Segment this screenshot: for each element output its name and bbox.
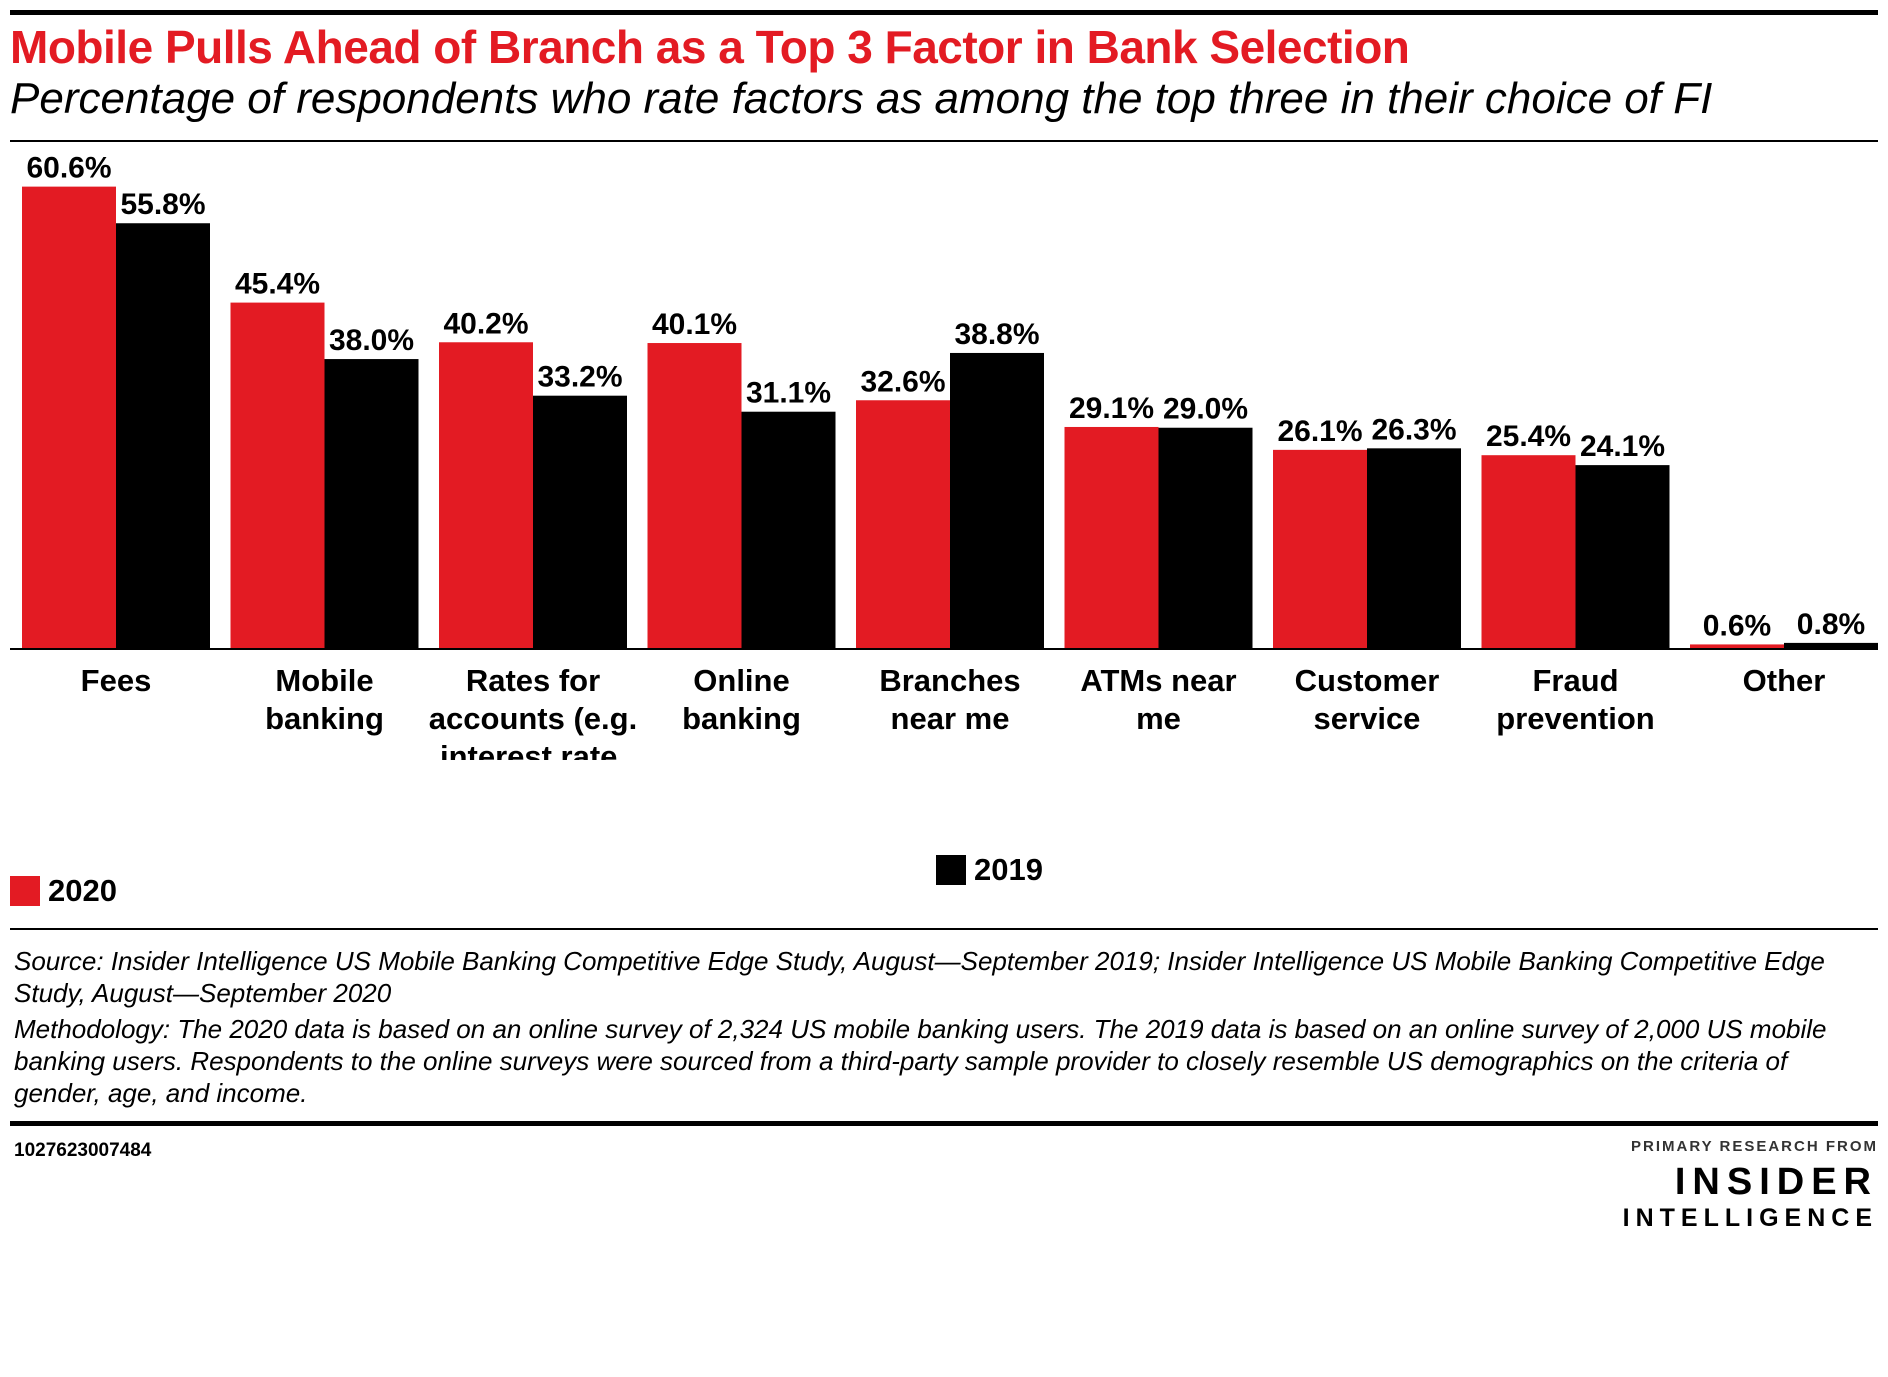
footer-rule [10, 928, 1878, 930]
category-label-5-1: me [1136, 701, 1181, 736]
bar-2020-0 [22, 186, 116, 649]
category-label-7-1: prevention [1496, 701, 1654, 736]
bar-2019-6 [1367, 448, 1461, 649]
bar-2019-8 [1784, 642, 1878, 649]
legend-item-2020: 2020 [10, 873, 117, 909]
data-label-2020-8: 0.6% [1703, 609, 1771, 642]
source-note: Source: Insider Intelligence US Mobile B… [14, 946, 1825, 1008]
bar-2020-5 [1064, 426, 1159, 649]
data-label-2019-6: 26.3% [1371, 413, 1456, 446]
category-label-5-0: ATMs near [1080, 663, 1236, 698]
data-label-2019-7: 24.1% [1580, 430, 1665, 463]
category-label-3-1: banking [682, 701, 801, 736]
bar-2019-7 [1575, 465, 1670, 649]
data-label-2019-1: 38.0% [329, 324, 414, 357]
data-label-2020-0: 60.6% [26, 152, 111, 185]
category-label-3-0: Online [693, 663, 789, 698]
legend-item-2019: 2019 [936, 852, 1043, 888]
bar-2019-2 [533, 395, 627, 649]
category-label-6-0: Customer [1295, 663, 1440, 698]
category-label-7-0: Fraud [1532, 663, 1618, 698]
bar-2020-4 [856, 400, 950, 649]
category-label-6-1: service [1314, 701, 1421, 736]
bar-chart: 60.6%55.8%Fees45.4%38.0%Mobilebanking40.… [10, 152, 1878, 760]
bar-2019-4 [950, 352, 1044, 649]
chart-title: Mobile Pulls Ahead of Branch as a Top 3 … [10, 21, 1410, 73]
brand-name-line2: INTELLIGENCE [1622, 1204, 1878, 1232]
bar-2020-7 [1481, 455, 1576, 649]
category-label-1-0: Mobile [275, 663, 373, 698]
chart-id: 1027623007484 [14, 1140, 152, 1161]
data-label-2020-7: 25.4% [1486, 420, 1571, 453]
data-label-2020-3: 40.1% [652, 308, 737, 341]
category-label-4-1: near me [891, 701, 1010, 736]
legend-swatch-2020 [10, 876, 40, 906]
data-label-2019-4: 38.8% [954, 318, 1039, 351]
legend-label-2019: 2019 [974, 852, 1043, 887]
data-label-2019-8: 0.8% [1797, 608, 1865, 641]
bar-2020-6 [1273, 449, 1367, 649]
category-label-2-1: accounts (e.g. [429, 701, 637, 736]
data-label-2019-0: 55.8% [120, 188, 205, 221]
data-label-2020-1: 45.4% [235, 268, 320, 301]
data-label-2019-2: 33.2% [537, 361, 622, 394]
bottom-rule [10, 1121, 1878, 1126]
legend-label-2020: 2020 [48, 873, 117, 908]
category-label-0-0: Fees [81, 663, 152, 698]
data-label-2019-3: 31.1% [746, 377, 831, 410]
bar-2020-3 [647, 343, 742, 649]
data-label-2020-6: 26.1% [1277, 415, 1362, 448]
header-rule [10, 140, 1878, 142]
brand-logo: PRIMARY RESEARCH FROM INSIDER INTELLIGEN… [1623, 1138, 1878, 1233]
legend-swatch-2019 [936, 855, 966, 885]
category-label-2-0: Rates for [466, 663, 600, 698]
data-label-2020-5: 29.1% [1069, 392, 1154, 425]
data-label-2020-2: 40.2% [443, 307, 528, 340]
top-rule [10, 10, 1878, 15]
bar-2020-8 [1690, 644, 1784, 649]
data-label-2020-4: 32.6% [860, 365, 945, 398]
bar-2019-1 [324, 359, 419, 649]
bar-2019-0 [116, 223, 210, 649]
bar-2020-2 [439, 342, 533, 649]
data-label-2019-5: 29.0% [1163, 393, 1248, 426]
chart-subtitle: Percentage of respondents who rate facto… [10, 74, 1713, 123]
category-label-4-0: Branches [879, 663, 1020, 698]
brand-kicker: PRIMARY RESEARCH FROM [1630, 1138, 1878, 1155]
bar-2020-1 [230, 302, 325, 649]
bar-2019-5 [1158, 427, 1253, 649]
bar-2019-3 [741, 411, 836, 649]
category-label-2-2: interest rate, [440, 739, 626, 760]
methodology-note: Methodology: The 2020 data is based on a… [14, 1014, 1827, 1108]
category-label-8-0: Other [1743, 663, 1826, 698]
category-label-1-1: banking [265, 701, 384, 736]
brand-name-line1: INSIDER [1674, 1161, 1878, 1203]
